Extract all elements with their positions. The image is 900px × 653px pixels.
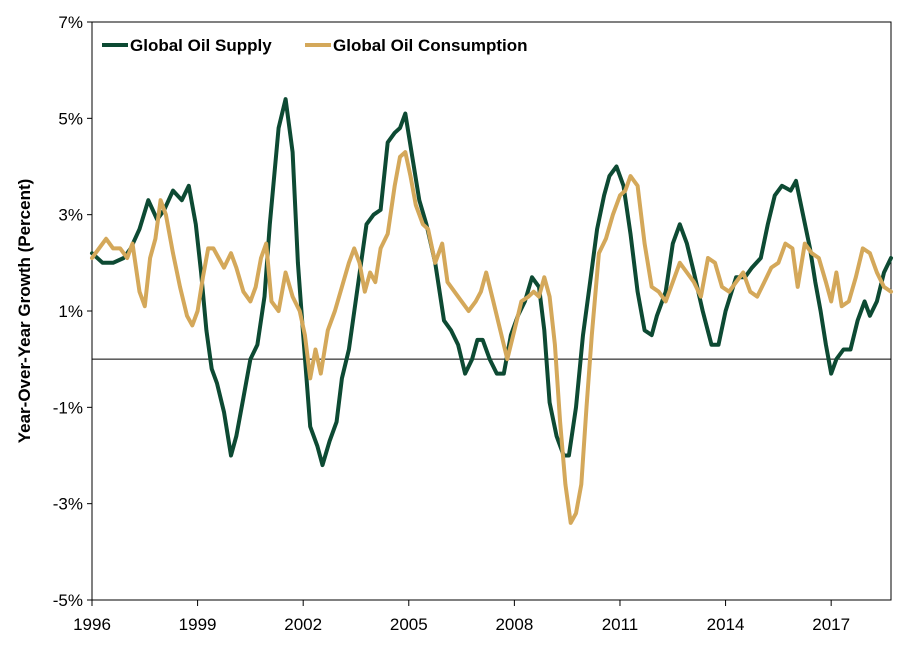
series-line-global-oil-consumption <box>90 150 893 525</box>
y-tick-label: -1% <box>53 398 83 417</box>
x-tick-label: 2017 <box>812 615 850 634</box>
x-tick-label: 1996 <box>73 615 111 634</box>
x-tick-label: 2014 <box>707 615 745 634</box>
series-lines <box>90 97 893 525</box>
y-tick-label: -3% <box>53 495 83 514</box>
y-axis: 7% 5% 3% 1% -1% -3% -5% <box>53 13 92 610</box>
x-tick-label: 1999 <box>179 615 217 634</box>
y-axis-label: Year-Over-Year Growth (Percent) <box>15 179 34 444</box>
y-tick-label: -5% <box>53 591 83 610</box>
y-tick-label: 3% <box>58 206 83 225</box>
y-tick-label: 1% <box>58 302 83 321</box>
legend-label: Global Oil Consumption <box>333 36 528 55</box>
series-line-global-oil-supply <box>90 97 893 468</box>
y-tick-label: 5% <box>58 109 83 128</box>
legend-label: Global Oil Supply <box>130 36 272 55</box>
plot-frame <box>91 21 892 601</box>
x-tick-label: 2008 <box>495 615 533 634</box>
x-tick-label: 2002 <box>284 615 322 634</box>
x-tick-label: 2005 <box>390 615 428 634</box>
x-tick-label: 2011 <box>602 615 639 634</box>
y-tick-label: 7% <box>58 13 83 32</box>
legend: Global Oil Supply Global Oil Consumption <box>102 36 528 55</box>
x-axis: 1996 1999 2002 2005 2008 2011 2014 2017 <box>73 600 850 634</box>
